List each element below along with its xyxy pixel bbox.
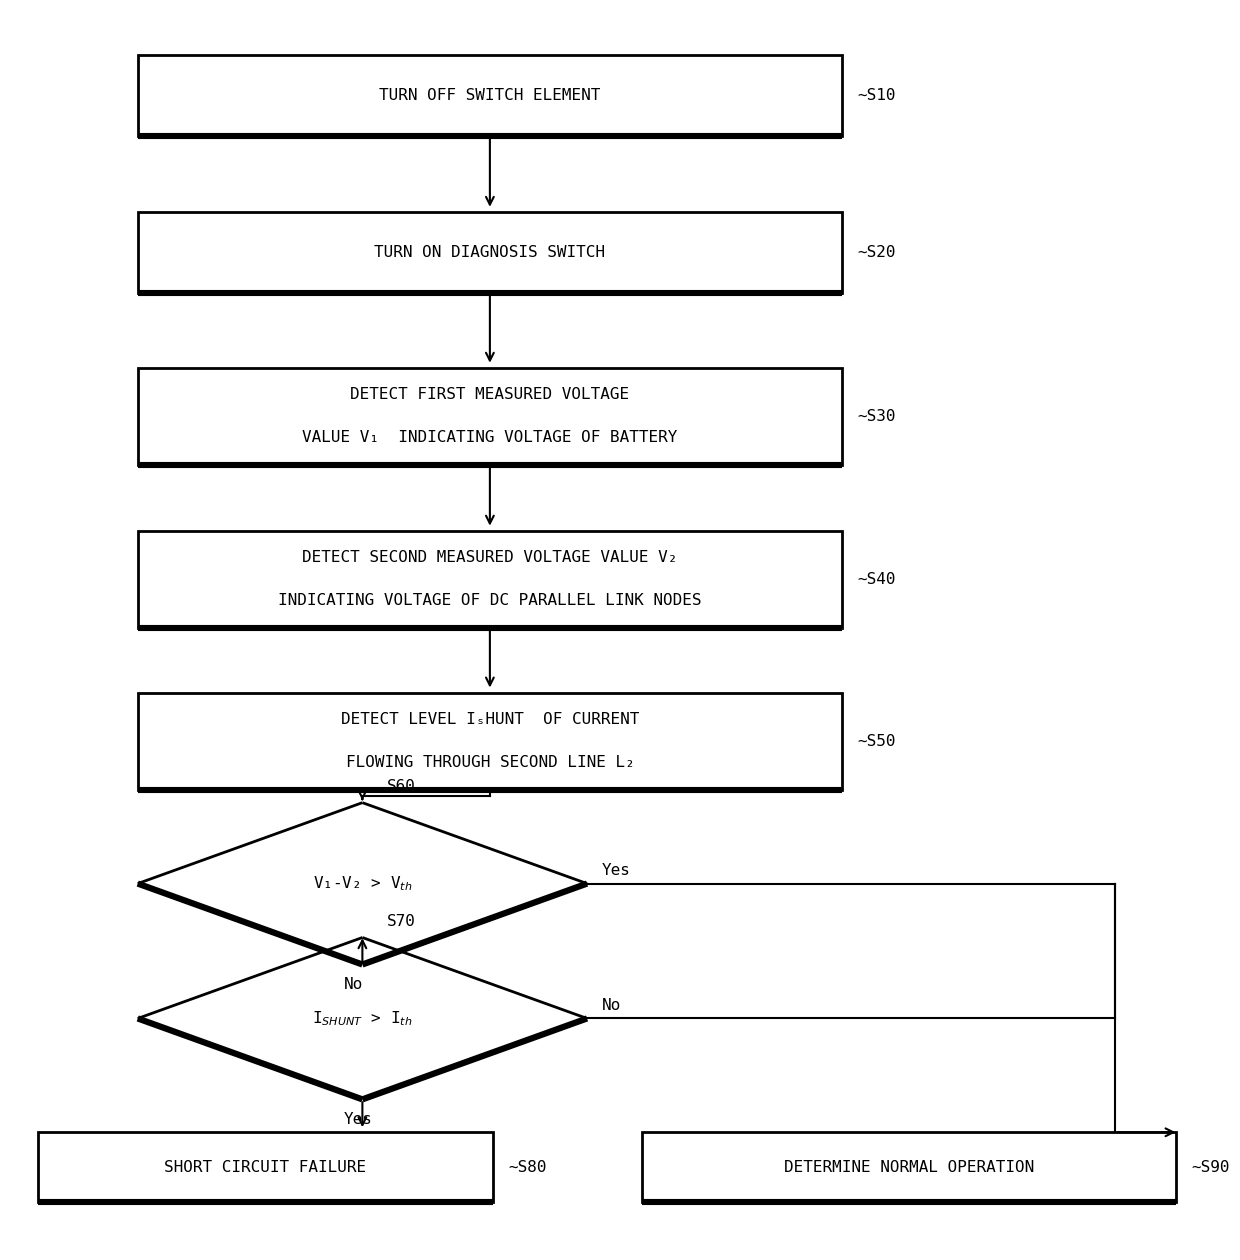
FancyBboxPatch shape — [641, 1133, 1176, 1202]
Text: ~S90: ~S90 — [1192, 1160, 1230, 1174]
Text: I$_{SHUNT}$ > I$_{th}$: I$_{SHUNT}$ > I$_{th}$ — [312, 1009, 413, 1028]
FancyBboxPatch shape — [138, 530, 842, 627]
Text: SHORT CIRCUIT FAILURE: SHORT CIRCUIT FAILURE — [164, 1160, 366, 1174]
Text: No: No — [601, 998, 621, 1013]
FancyBboxPatch shape — [138, 693, 842, 790]
Text: S70: S70 — [387, 914, 415, 929]
FancyBboxPatch shape — [138, 368, 842, 465]
Text: V₁-V₂ > V$_{th}$: V₁-V₂ > V$_{th}$ — [312, 874, 412, 893]
Text: DETERMINE NORMAL OPERATION: DETERMINE NORMAL OPERATION — [784, 1160, 1034, 1174]
Text: ~S20: ~S20 — [858, 244, 897, 260]
Text: ~S10: ~S10 — [858, 88, 897, 103]
Text: Yes: Yes — [345, 1113, 373, 1128]
Text: TURN OFF SWITCH ELEMENT: TURN OFF SWITCH ELEMENT — [379, 88, 600, 103]
Text: ~S40: ~S40 — [858, 572, 897, 587]
Text: FLOWING THROUGH SECOND LINE L₂: FLOWING THROUGH SECOND LINE L₂ — [346, 755, 635, 770]
Text: INDICATING VOLTAGE OF DC PARALLEL LINK NODES: INDICATING VOLTAGE OF DC PARALLEL LINK N… — [278, 593, 702, 609]
Text: Yes: Yes — [601, 863, 630, 878]
FancyBboxPatch shape — [37, 1133, 494, 1202]
Text: DETECT FIRST MEASURED VOLTAGE: DETECT FIRST MEASURED VOLTAGE — [351, 387, 630, 402]
Text: VALUE V₁  INDICATING VOLTAGE OF BATTERY: VALUE V₁ INDICATING VOLTAGE OF BATTERY — [303, 431, 677, 446]
Text: No: No — [345, 978, 363, 993]
Text: S60: S60 — [387, 779, 415, 794]
FancyBboxPatch shape — [138, 55, 842, 136]
Text: DETECT LEVEL IₛHUNT  OF CURRENT: DETECT LEVEL IₛHUNT OF CURRENT — [341, 712, 639, 727]
Text: TURN ON DIAGNOSIS SWITCH: TURN ON DIAGNOSIS SWITCH — [374, 244, 605, 260]
Text: ~S80: ~S80 — [508, 1160, 547, 1174]
Text: DETECT SECOND MEASURED VOLTAGE VALUE V₂: DETECT SECOND MEASURED VOLTAGE VALUE V₂ — [303, 551, 677, 566]
Text: ~S30: ~S30 — [858, 408, 897, 423]
FancyBboxPatch shape — [138, 212, 842, 292]
Text: ~S50: ~S50 — [858, 733, 897, 748]
